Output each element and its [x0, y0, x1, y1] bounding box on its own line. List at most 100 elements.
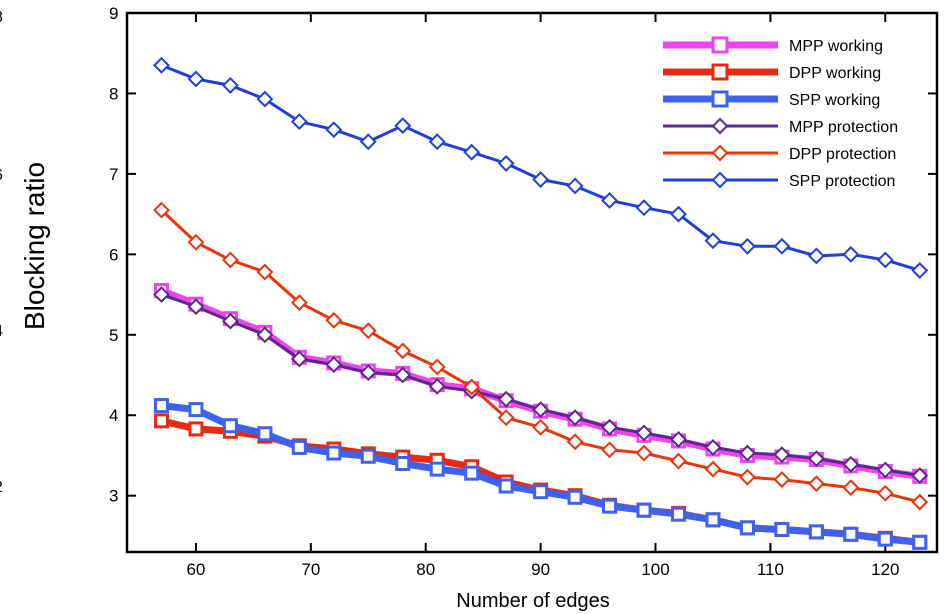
x-tick-label-80: 80 [416, 560, 435, 579]
plot-frame [125, 11, 939, 554]
data-point [566, 177, 584, 195]
data-point [497, 409, 515, 427]
x-tick-label-90: 90 [531, 560, 550, 579]
data-point [876, 484, 894, 502]
left-edge-fragment: 8 [0, 9, 3, 26]
data-point [739, 520, 755, 536]
left-edge-fragment: 6 [0, 167, 3, 184]
data-point [842, 455, 860, 473]
data-point [360, 448, 376, 464]
data-point [807, 475, 825, 493]
data-point [704, 232, 722, 250]
left-edge-fragments: 8 6 4 2 [0, 9, 3, 496]
x-tick-label-120: 120 [871, 560, 899, 579]
x-axis-title: Number of edges [456, 590, 609, 612]
data-point [911, 467, 929, 484]
series-layer [153, 56, 929, 550]
data-point [187, 298, 205, 316]
legend-marker [711, 63, 729, 81]
data-point [566, 433, 584, 451]
data-point [532, 418, 550, 436]
x-tick-label-100: 100 [641, 560, 669, 579]
legend-marker [711, 90, 729, 108]
data-point [876, 461, 894, 479]
data-point [739, 444, 756, 462]
legend-label: SPP working [789, 92, 880, 109]
data-point [256, 263, 274, 281]
data-point [497, 390, 515, 408]
data-point [601, 441, 618, 459]
y-tick-label-9: 9 [109, 4, 118, 23]
data-point [566, 409, 584, 427]
data-point [704, 460, 722, 478]
data-point [394, 117, 412, 135]
legend-label: SPP protection [789, 173, 895, 190]
data-point [326, 445, 342, 461]
data-point [290, 113, 308, 131]
series-line [160, 287, 921, 480]
data-point [670, 452, 687, 470]
data-point [739, 237, 756, 255]
data-point [153, 398, 169, 414]
data-point [188, 402, 204, 418]
data-point [290, 350, 308, 368]
data-point [428, 133, 446, 151]
data-point [153, 56, 170, 74]
data-point [808, 524, 824, 540]
series-mpp-working [153, 283, 928, 484]
data-point [498, 478, 514, 494]
data-point [222, 418, 238, 434]
data-point [705, 512, 721, 528]
data-point [221, 251, 239, 269]
y-tick-label-3: 3 [109, 487, 118, 506]
series-line [161, 293, 921, 478]
left-edge-fragment: 2 [0, 479, 3, 496]
y-axis-title: Blocking ratio [19, 162, 50, 330]
left-edge-fragment: 4 [0, 323, 3, 340]
data-point [497, 155, 515, 172]
data-point [911, 262, 929, 279]
data-point [428, 358, 446, 376]
data-point [670, 205, 687, 223]
data-point [635, 444, 653, 462]
series-dpp-protection [153, 201, 929, 511]
data-point [773, 446, 791, 464]
data-point [463, 378, 481, 396]
axis-ticks: 60 70 80 90 100 110 120 3 4 5 6 7 8 9 [109, 4, 937, 579]
legend-entry: SPP protection [663, 171, 895, 190]
data-point [842, 245, 860, 263]
x-tick-label-110: 110 [757, 560, 784, 579]
legend-label: DPP working [789, 65, 881, 82]
data-point [188, 421, 204, 437]
data-point [911, 493, 929, 511]
data-point [842, 479, 860, 497]
legend-entry: SPP working [663, 90, 880, 109]
data-point [567, 489, 583, 505]
data-point [325, 311, 343, 329]
data-point [773, 471, 791, 489]
data-point [221, 312, 239, 330]
data-point [395, 456, 411, 472]
y-tick-label-4: 4 [109, 406, 118, 425]
legend-entry: MPP protection [663, 117, 898, 136]
legend-label: MPP working [789, 38, 883, 55]
data-point [394, 342, 412, 360]
data-point [670, 506, 686, 522]
data-point [359, 322, 377, 340]
data-point [912, 534, 928, 550]
data-point [359, 364, 377, 382]
data-point [877, 531, 893, 547]
data-point [428, 377, 446, 395]
data-point [636, 502, 652, 518]
data-point [291, 439, 307, 455]
data-point [256, 326, 274, 344]
legend-marker [711, 117, 729, 135]
data-point [601, 418, 618, 436]
legend-label: DPP protection [789, 146, 896, 163]
data-point [635, 424, 653, 442]
data-point [739, 468, 756, 486]
data-point [187, 233, 205, 251]
data-point [359, 133, 377, 151]
data-point [704, 439, 722, 456]
